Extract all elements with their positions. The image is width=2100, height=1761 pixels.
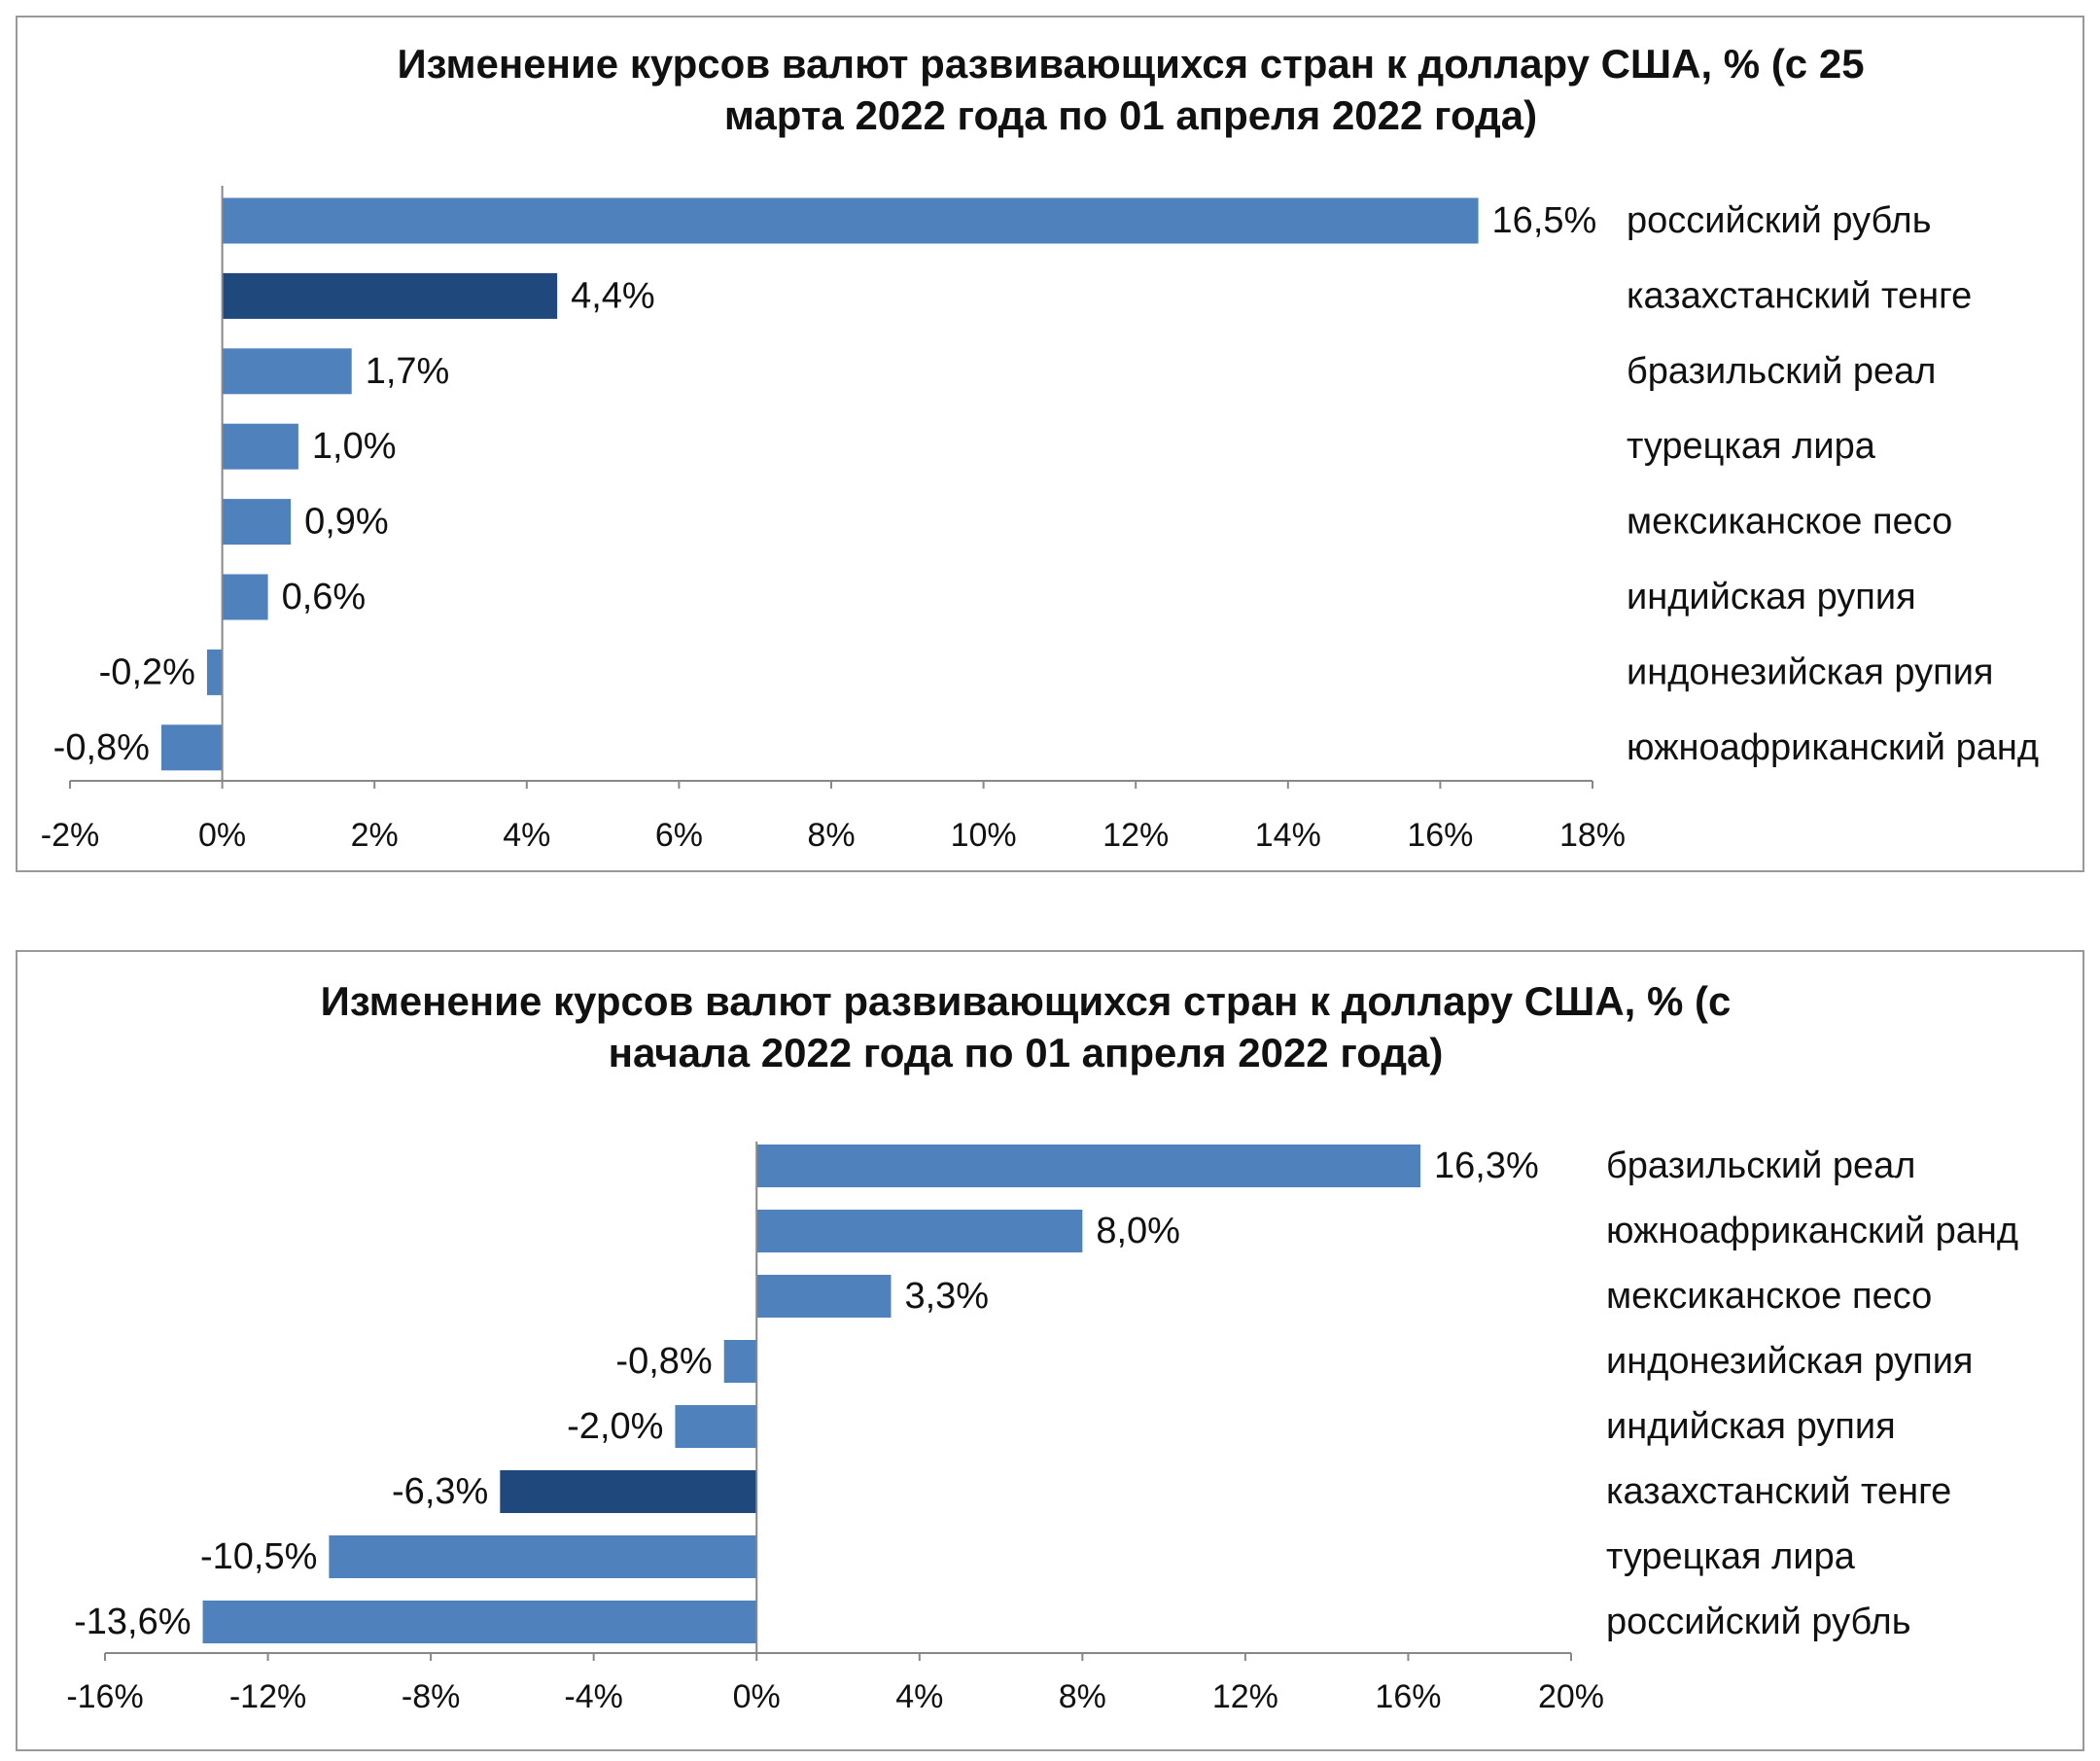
bar [202, 1601, 757, 1643]
data-label: -6,3% [392, 1471, 488, 1512]
data-label: 0,6% [282, 577, 367, 617]
x-tick-label: 20% [1538, 1678, 1604, 1715]
bar [329, 1535, 757, 1578]
data-label: 16,5% [1492, 200, 1597, 241]
bar [756, 1145, 1421, 1187]
category-label: российский рубль [1606, 1602, 1911, 1642]
x-tick-label: 16% [1375, 1678, 1441, 1715]
x-tick-label: 10% [951, 817, 1017, 854]
category-label: индонезийская рупия [1627, 652, 1994, 692]
bar [756, 1275, 892, 1318]
chart-title: Изменение курсов валют развивающихся стр… [321, 978, 1732, 1024]
bar [222, 423, 298, 470]
x-tick-label: 6% [655, 817, 703, 854]
category-label: индонезийская рупия [1606, 1341, 1974, 1382]
data-label: 3,3% [904, 1276, 989, 1317]
x-tick-label: -2% [41, 817, 99, 854]
data-label: 1,7% [366, 351, 450, 392]
bar [222, 499, 292, 546]
data-label: -0,8% [615, 1341, 712, 1382]
x-tick-label: 4% [503, 817, 550, 854]
x-tick-label: -8% [402, 1678, 460, 1715]
category-label: мексиканское песо [1606, 1276, 1932, 1317]
data-label: 8,0% [1096, 1211, 1180, 1251]
bar [675, 1405, 757, 1448]
x-tick-label: 14% [1255, 817, 1321, 854]
x-tick-label: 12% [1102, 817, 1169, 854]
bar [160, 724, 223, 771]
category-label: южноафриканский ранд [1606, 1211, 2018, 1251]
bar [222, 348, 352, 395]
chart-title: марта 2022 года по 01 апреля 2022 года) [724, 92, 1537, 138]
data-label: 4,4% [571, 275, 655, 316]
category-label: казахстанский тенге [1606, 1471, 1951, 1512]
category-label: бразильский реал [1606, 1145, 1915, 1186]
x-tick-label: 8% [807, 817, 855, 854]
category-label: турецкая лира [1627, 426, 1876, 467]
category-label: южноафриканский ранд [1627, 727, 2039, 768]
bar [500, 1470, 757, 1513]
bar [206, 649, 223, 695]
category-label: индийская рупия [1606, 1406, 1896, 1447]
x-tick-label: 4% [895, 1678, 943, 1715]
data-label: -0,2% [99, 652, 195, 692]
data-label: -2,0% [567, 1406, 663, 1447]
x-tick-label: -4% [564, 1678, 622, 1715]
bar [222, 197, 1479, 244]
x-tick-label: -16% [66, 1678, 143, 1715]
chart-title: начала 2022 года по 01 апреля 2022 года) [609, 1030, 1444, 1075]
data-label: -13,6% [74, 1602, 191, 1642]
category-label: российский рубль [1627, 200, 1932, 241]
category-label: турецкая лира [1606, 1536, 1856, 1577]
bar [222, 272, 558, 319]
data-label: 1,0% [312, 426, 397, 467]
x-tick-label: 12% [1212, 1678, 1278, 1715]
x-tick-label: 0% [198, 817, 246, 854]
x-tick-label: 16% [1407, 817, 1473, 854]
x-tick-label: 0% [733, 1678, 781, 1715]
bar [723, 1340, 757, 1383]
x-tick-label: 18% [1559, 817, 1626, 854]
category-label: бразильский реал [1627, 351, 1936, 392]
category-label: мексиканское песо [1627, 502, 1952, 543]
data-label: -10,5% [200, 1536, 317, 1577]
x-tick-label: -12% [229, 1678, 306, 1715]
category-label: индийская рупия [1627, 577, 1916, 617]
chart-title: Изменение курсов валют развивающихся стр… [397, 41, 1864, 87]
chart-frame [16, 16, 2084, 872]
bar [222, 574, 268, 620]
category-label: казахстанский тенге [1627, 275, 1972, 316]
x-tick-label: 8% [1059, 1678, 1106, 1715]
data-label: 16,3% [1434, 1145, 1539, 1186]
data-label: -0,8% [53, 727, 150, 768]
x-tick-label: 2% [351, 817, 399, 854]
bar [756, 1210, 1083, 1252]
data-label: 0,9% [304, 502, 389, 543]
